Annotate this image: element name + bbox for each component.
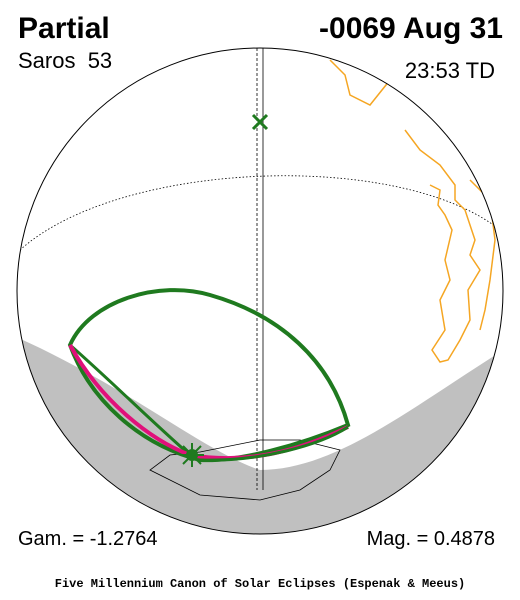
eclipse-limit <box>69 343 191 457</box>
eclipse-limit <box>67 288 351 463</box>
eclipse-limit <box>199 425 349 462</box>
globe <box>17 48 503 534</box>
eclipse-type: Partial <box>18 12 110 45</box>
greatest-eclipse <box>180 443 204 467</box>
sub-solar-point <box>251 113 269 131</box>
saros: Saros 53 <box>18 48 112 73</box>
credit: Five Millennium Canon of Solar Eclipses … <box>55 577 465 591</box>
time: 23:53 TD <box>405 58 495 83</box>
gamma: Gam. = -1.2764 <box>18 528 158 550</box>
globe-outline <box>16 47 504 535</box>
magnitude: Mag. = 0.4878 <box>367 528 495 550</box>
eclipse-date: -0069 Aug 31 <box>319 12 503 45</box>
